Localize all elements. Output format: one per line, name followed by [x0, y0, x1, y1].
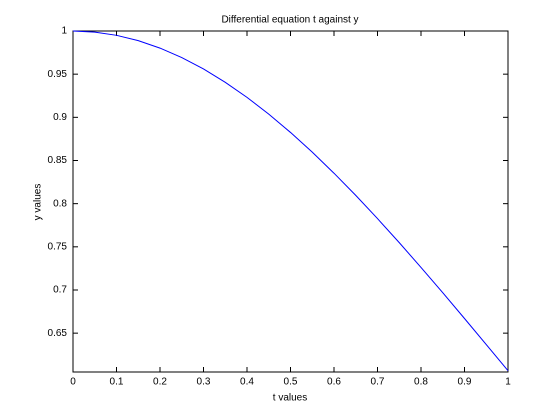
- y-tick-label: 0.95: [48, 69, 68, 80]
- x-tick-label: 0: [70, 377, 76, 388]
- y-tick-label: 1: [61, 26, 67, 37]
- x-tick-label: 1: [505, 377, 511, 388]
- y-axis-label: y values: [33, 184, 44, 221]
- y-tick-label: 0.8: [53, 198, 67, 209]
- x-tick-label: 0.1: [110, 377, 124, 388]
- x-tick-label: 0.9: [458, 377, 472, 388]
- x-tick-label: 0.2: [153, 377, 167, 388]
- y-tick-label: 0.65: [48, 328, 68, 339]
- x-tick-label: 0.8: [414, 377, 428, 388]
- x-axis-label: t values: [273, 393, 307, 404]
- x-tick-label: 0.5: [284, 377, 298, 388]
- y-tick-label: 0.7: [53, 285, 67, 296]
- axes-box: [72, 30, 509, 373]
- x-tick-label: 0.6: [327, 377, 341, 388]
- y-tick-label: 0.75: [48, 241, 68, 252]
- chart-title: Differential equation t against y: [221, 15, 358, 26]
- y-tick-label: 0.9: [53, 112, 67, 123]
- x-tick-label: 0.7: [371, 377, 385, 388]
- line: [72, 30, 509, 371]
- y-tick-label: 0.85: [48, 155, 68, 166]
- x-tick-label: 0.3: [197, 377, 211, 388]
- x-tick-label: 0.4: [240, 377, 254, 388]
